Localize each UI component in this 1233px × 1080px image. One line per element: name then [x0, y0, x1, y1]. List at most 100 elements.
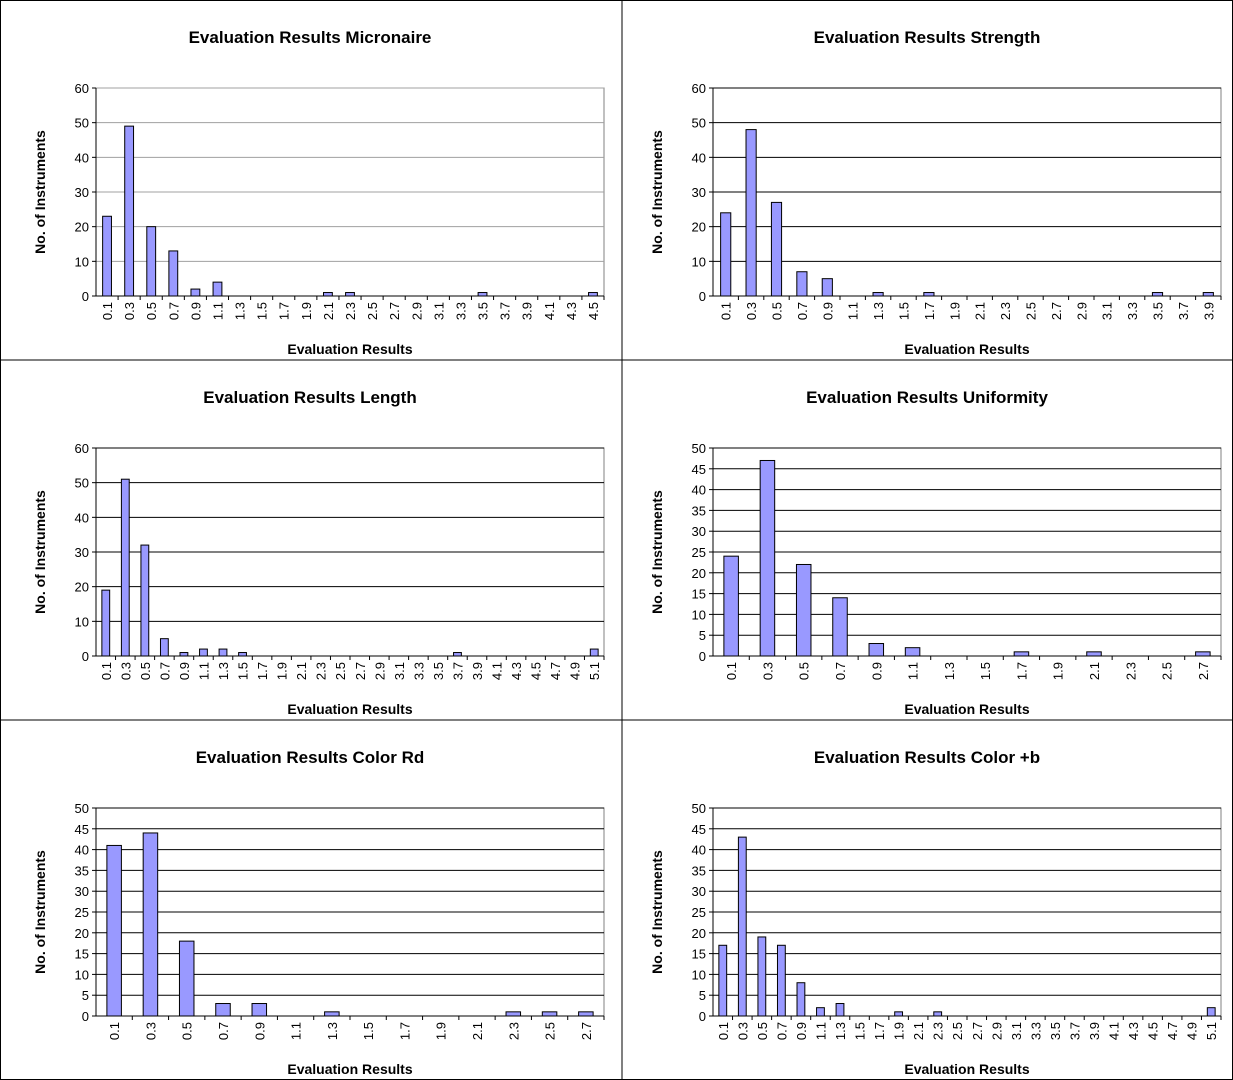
x-tick-label: 4.5 — [1146, 1022, 1161, 1040]
x-tick-label: 2.7 — [579, 1022, 594, 1040]
y-tick-label: 15 — [692, 587, 706, 602]
bar — [894, 1011, 904, 1017]
x-tick-label: 4.3 — [564, 302, 579, 320]
bar — [588, 292, 598, 297]
y-tick-label: 60 — [692, 81, 706, 96]
bar — [1195, 651, 1211, 657]
x-tick-label: 1.7 — [397, 1022, 412, 1040]
x-tick-label: 3.3 — [411, 662, 426, 680]
y-tick-label: 15 — [692, 947, 706, 962]
bar — [477, 292, 488, 297]
chart-panel: Evaluation Results Micronaire No. of Inst… — [32, 28, 605, 357]
x-axis-title: Evaluation Results — [904, 1061, 1029, 1077]
bar — [505, 1011, 522, 1017]
y-tick-label: 50 — [692, 116, 706, 131]
chart-title: Evaluation Results Color Rd — [196, 748, 425, 767]
x-tick-label: 3.5 — [476, 302, 491, 320]
y-tick-label: 20 — [692, 220, 706, 235]
y-tick-label: 50 — [75, 801, 89, 816]
y-tick-label: 15 — [75, 947, 89, 962]
x-axis-title: Evaluation Results — [287, 1061, 412, 1077]
chart-panel: Evaluation Results Color Rd No. of Instru… — [32, 748, 605, 1077]
x-tick-label: 3.1 — [1100, 302, 1115, 320]
x-tick-label: 4.9 — [1185, 1022, 1200, 1040]
y-tick-label: 0 — [82, 289, 89, 304]
x-tick-label: 2.3 — [314, 662, 329, 680]
y-tick-label: 0 — [699, 1009, 706, 1024]
y-tick-label: 50 — [75, 116, 89, 131]
x-tick-label: 0.1 — [99, 662, 114, 680]
x-tick-label: 1.1 — [846, 302, 861, 320]
y-tick-label: 40 — [692, 843, 706, 858]
x-tick-label: 5.1 — [587, 662, 602, 680]
bar — [140, 544, 150, 657]
x-tick-label: 4.1 — [1107, 1022, 1122, 1040]
x-tick-label: 2.3 — [1123, 662, 1138, 680]
x-tick-label: 1.3 — [942, 662, 957, 680]
y-axis-title: No. of Instruments — [649, 130, 665, 254]
x-tick-label: 0.1 — [107, 1022, 122, 1040]
y-tick-label: 0 — [82, 649, 89, 664]
chart-panel: Evaluation Results Length No. of Instrume… — [32, 388, 605, 717]
bar — [101, 589, 111, 657]
x-tick-label: 2.3 — [343, 302, 358, 320]
bar — [102, 215, 112, 297]
bar — [453, 652, 462, 657]
x-tick-label: 0.5 — [797, 662, 812, 680]
x-tick-label: 1.9 — [299, 302, 314, 320]
x-tick-label: 0.7 — [774, 1022, 789, 1040]
y-tick-label: 5 — [82, 988, 89, 1003]
bar — [796, 271, 808, 297]
y-tick-label: 25 — [75, 905, 89, 920]
chart-panel: Evaluation Results Strength No. of Instru… — [649, 28, 1222, 357]
bar — [759, 459, 776, 657]
y-tick-label: 50 — [75, 476, 89, 491]
x-tick-label: 3.3 — [1125, 302, 1140, 320]
x-tick-label: 1.3 — [216, 662, 231, 680]
y-tick-label: 30 — [692, 524, 706, 539]
x-tick-label: 3.1 — [431, 302, 446, 320]
x-tick-label: 1.1 — [210, 302, 225, 320]
bar — [251, 1003, 268, 1017]
x-tick-label: 0.7 — [166, 302, 181, 320]
y-tick-label: 20 — [75, 926, 89, 941]
x-axis-title: Evaluation Results — [287, 701, 412, 717]
x-tick-label: 2.1 — [1087, 662, 1102, 680]
x-tick-label: 3.9 — [470, 662, 485, 680]
x-tick-label: 1.1 — [196, 662, 211, 680]
x-tick-label: 1.3 — [233, 302, 248, 320]
x-tick-label: 1.1 — [289, 1022, 304, 1040]
y-tick-label: 35 — [692, 863, 706, 878]
chart-title: Evaluation Results Uniformity — [806, 388, 1048, 407]
x-tick-label: 0.3 — [744, 302, 759, 320]
x-tick-label: 0.9 — [794, 1022, 809, 1040]
y-tick-label: 20 — [692, 926, 706, 941]
x-tick-label: 3.7 — [1067, 1022, 1082, 1040]
x-tick-label: 4.1 — [490, 662, 505, 680]
x-tick-label: 0.1 — [716, 1022, 731, 1040]
chart-title: Evaluation Results Micronaire — [189, 28, 432, 47]
x-tick-label: 1.1 — [906, 662, 921, 680]
x-tick-label: 4.3 — [509, 662, 524, 680]
bar — [923, 292, 935, 297]
bar — [745, 129, 757, 297]
x-tick-label: 3.5 — [1151, 302, 1166, 320]
bar — [124, 125, 135, 297]
y-tick-label: 30 — [75, 185, 89, 200]
x-tick-label: 0.3 — [760, 662, 775, 680]
bar — [238, 652, 247, 657]
x-tick-label: 0.1 — [724, 662, 739, 680]
y-tick-label: 35 — [75, 863, 89, 878]
x-tick-label: 4.9 — [568, 662, 583, 680]
y-tick-label: 40 — [75, 510, 89, 525]
x-axis-title: Evaluation Results — [287, 341, 412, 357]
x-tick-label: 1.5 — [236, 662, 251, 680]
x-tick-label: 2.7 — [970, 1022, 985, 1040]
x-tick-label: 1.3 — [833, 1022, 848, 1040]
x-tick-label: 0.7 — [157, 662, 172, 680]
x-tick-label: 3.7 — [498, 302, 513, 320]
x-tick-label: 2.1 — [294, 662, 309, 680]
y-tick-label: 40 — [75, 150, 89, 165]
y-tick-label: 10 — [75, 254, 89, 269]
bar — [199, 648, 208, 657]
